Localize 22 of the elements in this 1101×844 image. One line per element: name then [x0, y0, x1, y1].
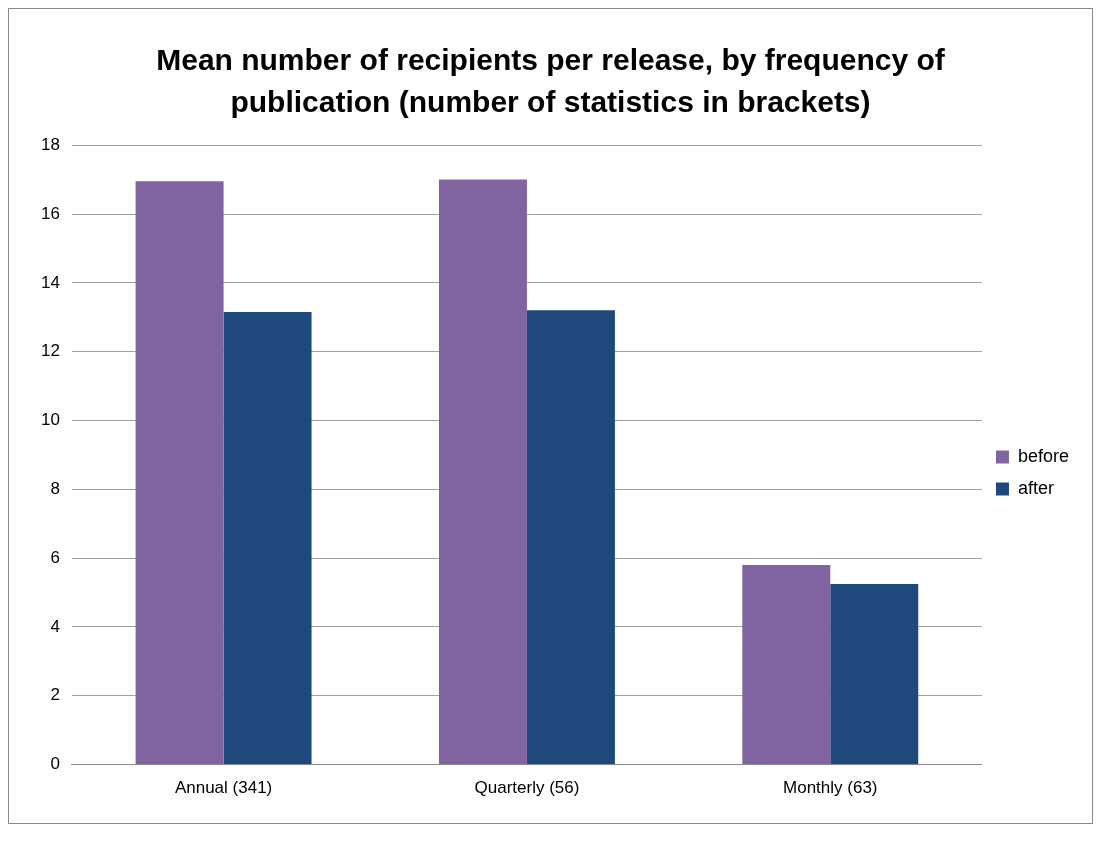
y-tick-label: 12	[40, 341, 60, 361]
y-tick-label: 10	[40, 410, 60, 430]
y-tick-label: 14	[40, 272, 60, 292]
bar	[526, 310, 615, 765]
x-tick-label: Monthly (63)	[783, 778, 878, 798]
y-tick-label: 18	[40, 134, 60, 154]
bar	[223, 312, 312, 765]
bar	[438, 179, 527, 765]
chart-title: Mean number of recipients per release, by frequency of publication (number of statistics in brackets)	[155, 42, 946, 120]
bar	[742, 565, 831, 765]
x-tick-label: Annual (341)	[174, 778, 273, 798]
y-tick-label: 2	[50, 685, 60, 705]
x-tick-label: Quarterly (56)	[474, 778, 580, 798]
y-tick-label: 8	[50, 479, 60, 498]
y-tick-label: 0	[50, 754, 60, 774]
y-tick-label: 6	[50, 547, 60, 567]
bar	[135, 181, 224, 765]
bar	[830, 583, 919, 765]
y-tick-label: 16	[40, 203, 60, 223]
legend-label: after	[1017, 477, 1054, 498]
y-tick-label: 4	[50, 616, 60, 636]
legend-label: before	[1017, 445, 1070, 466]
